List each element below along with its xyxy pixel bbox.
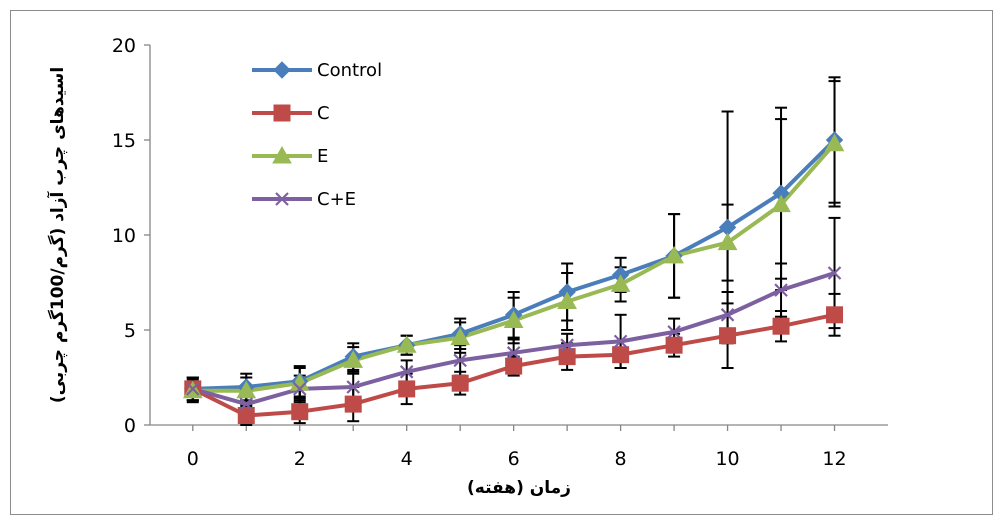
- data-point-c-e: [506, 346, 521, 360]
- data-point-c: [291, 403, 309, 421]
- data-point-e: [664, 245, 684, 264]
- x-axis-title: زمان (هفته): [467, 478, 571, 498]
- y-tick-label: 10: [112, 225, 136, 247]
- legend-marker: [272, 145, 292, 164]
- data-point-c-e: [453, 353, 467, 368]
- data-point-c-e: [292, 382, 307, 396]
- data-point-e: [610, 274, 631, 292]
- data-point-e: [771, 194, 791, 213]
- data-point-c: [398, 380, 416, 398]
- marker-stroke: [667, 325, 681, 339]
- marker-stroke: [827, 266, 842, 280]
- x-tick-label: 2: [294, 448, 306, 470]
- data-point-e: [557, 291, 577, 309]
- x-tick-label: 10: [715, 448, 739, 470]
- marker-stroke: [239, 397, 254, 411]
- data-point-c: [451, 374, 469, 392]
- x-tick-label: 12: [822, 448, 846, 470]
- data-point-c-e: [186, 382, 200, 396]
- data-point-e: [396, 335, 417, 353]
- data-point-e: [343, 350, 364, 368]
- legend-marker: [275, 192, 289, 206]
- x-tick-label: 8: [615, 448, 627, 470]
- data-point-c: [237, 407, 255, 424]
- y-tick-label: 0: [124, 415, 136, 437]
- marker-stroke: [506, 346, 521, 360]
- data-point-c: [505, 357, 523, 375]
- legend-label: C+E: [317, 189, 356, 210]
- marker-stroke: [613, 334, 628, 349]
- data-point-c-e: [827, 266, 842, 280]
- marker-stroke: [453, 353, 467, 368]
- data-point-c: [344, 395, 362, 413]
- data-point-c: [719, 327, 737, 345]
- legend-marker: [273, 61, 291, 79]
- marker-stroke: [774, 283, 788, 297]
- data-point-c-e: [613, 334, 628, 349]
- data-point-e: [824, 133, 845, 152]
- legend-label: E: [317, 146, 328, 167]
- data-point-e: [503, 310, 524, 328]
- data-point-c: [558, 348, 576, 366]
- chart-frame: [10, 10, 993, 515]
- legend: Control C E C+E: [252, 60, 382, 210]
- x-tick-label: 0: [187, 448, 199, 470]
- data-point-c-e: [667, 325, 681, 339]
- y-tick-label: 5: [124, 320, 136, 342]
- y-tick-label: 15: [112, 130, 136, 152]
- legend-label: C: [317, 103, 330, 124]
- y-tick-label: 20: [112, 35, 136, 57]
- data-point-c-e: [399, 365, 414, 379]
- axes: 0 5 10 15 20 0 2 4 6 8 10 12: [112, 35, 888, 470]
- data-point-c-e: [774, 283, 788, 297]
- data-point-e: [717, 232, 738, 251]
- legend-marker: [273, 104, 291, 122]
- series-markers: [182, 131, 845, 424]
- marker-stroke: [346, 380, 360, 394]
- data-point-e: [236, 380, 257, 399]
- data-point-c-e: [346, 380, 360, 394]
- marker-stroke: [720, 308, 735, 322]
- x-tick-label: 6: [508, 448, 520, 470]
- data-point-c-e: [560, 338, 574, 352]
- marker-stroke: [186, 382, 200, 396]
- y-axis-title: اسیدهای چرب آزاد (گرم/100گرم چربی): [46, 67, 68, 403]
- marker-stroke: [560, 338, 574, 352]
- data-point-c: [772, 317, 790, 335]
- data-point-c-e: [239, 397, 254, 411]
- x-tick-label: 4: [401, 448, 413, 470]
- marker-stroke: [275, 192, 289, 206]
- data-point-c-e: [720, 308, 735, 322]
- marker-stroke: [292, 382, 307, 396]
- data-point-e: [450, 327, 471, 346]
- data-point-c: [826, 306, 844, 324]
- data-point-c: [612, 346, 630, 364]
- marker-stroke: [399, 365, 414, 379]
- data-point-c: [665, 336, 683, 354]
- legend-label: Control: [317, 60, 382, 81]
